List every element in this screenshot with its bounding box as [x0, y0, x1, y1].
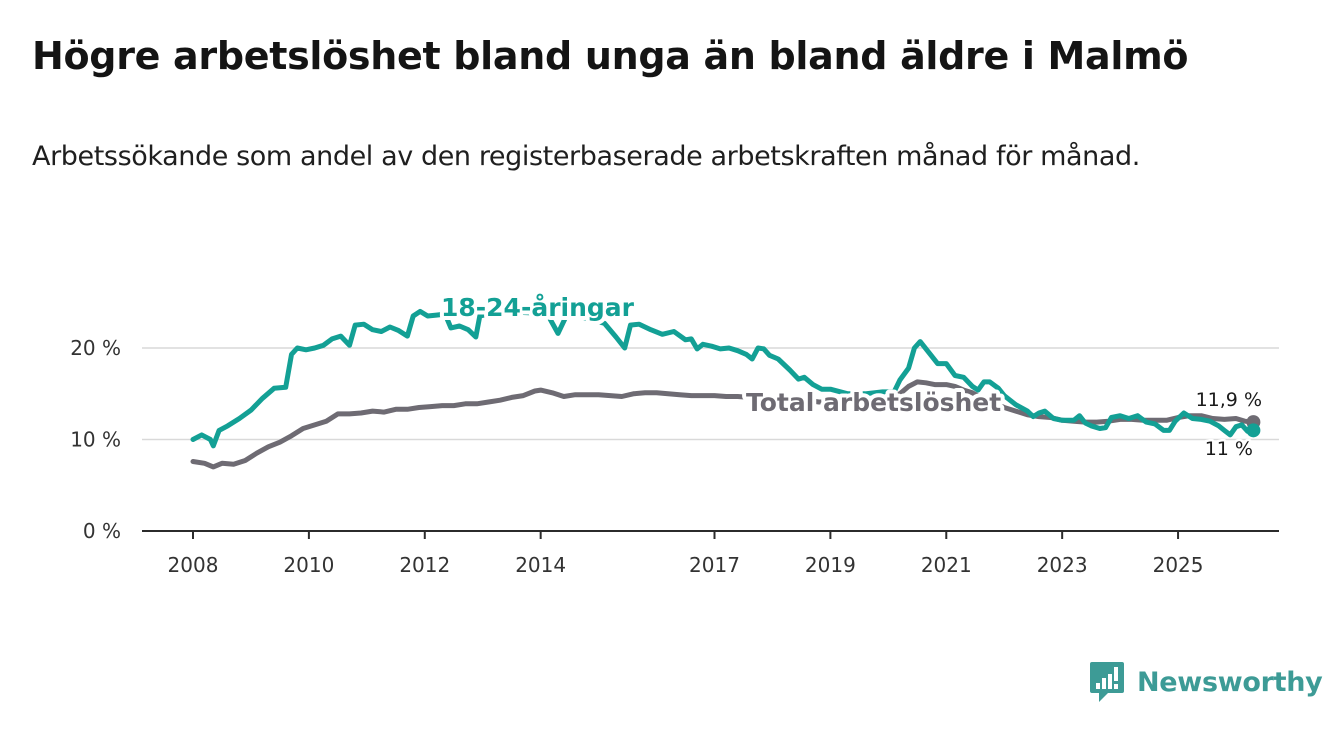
total-end-label: 11,9 %	[1196, 389, 1262, 411]
total-series-label: Total arbetslöshet	[746, 388, 1001, 417]
y-tick-label: 0 %	[83, 519, 121, 543]
x-tick-label: 2008	[168, 553, 219, 577]
y-axis: 0 % 10 % 20 %	[70, 336, 121, 543]
total-end-label-halo: 11,9 %	[1196, 389, 1262, 411]
y-tick-label: 10 %	[70, 428, 121, 452]
x-tick-label: 2023	[1037, 553, 1088, 577]
x-tick-label: 2017	[689, 553, 740, 577]
chart-subtitle: Arbetssökande som andel av den registerb…	[32, 141, 1140, 172]
x-tick-label: 2010	[283, 553, 334, 577]
youth-series-label: 18-24-åringar	[441, 293, 635, 322]
x-tick-label: 2014	[515, 553, 566, 577]
newsworthy-wordmark: Newsworthy	[1137, 666, 1323, 698]
x-axis: 2008 2010 2012 2014 2017 2019 2021 2023 2025	[142, 530, 1279, 577]
youth-end-label-halo: 11 %	[1205, 438, 1253, 460]
chart-title: Högre arbetslöshet bland unga än bland ä…	[32, 34, 1189, 78]
newsworthy-logo-icon	[1090, 662, 1124, 702]
youth-series-label-halo: 18-24-åringar	[441, 293, 635, 322]
newsworthy-logo: Newsworthy	[1089, 660, 1323, 704]
x-tick-label: 2019	[805, 553, 856, 577]
youth-end-label: 11 %	[1205, 438, 1253, 460]
x-tick-label: 2025	[1153, 553, 1204, 577]
x-tick-label: 2012	[399, 553, 450, 577]
series-lines	[190, 308, 1261, 470]
youth-unemployment-line	[190, 308, 1256, 449]
x-tick-label: 2021	[921, 553, 972, 577]
total-series-label-halo: Total arbetslöshet	[746, 388, 1001, 417]
youth-end-marker	[1246, 423, 1261, 438]
y-tick-label: 20 %	[70, 336, 121, 360]
